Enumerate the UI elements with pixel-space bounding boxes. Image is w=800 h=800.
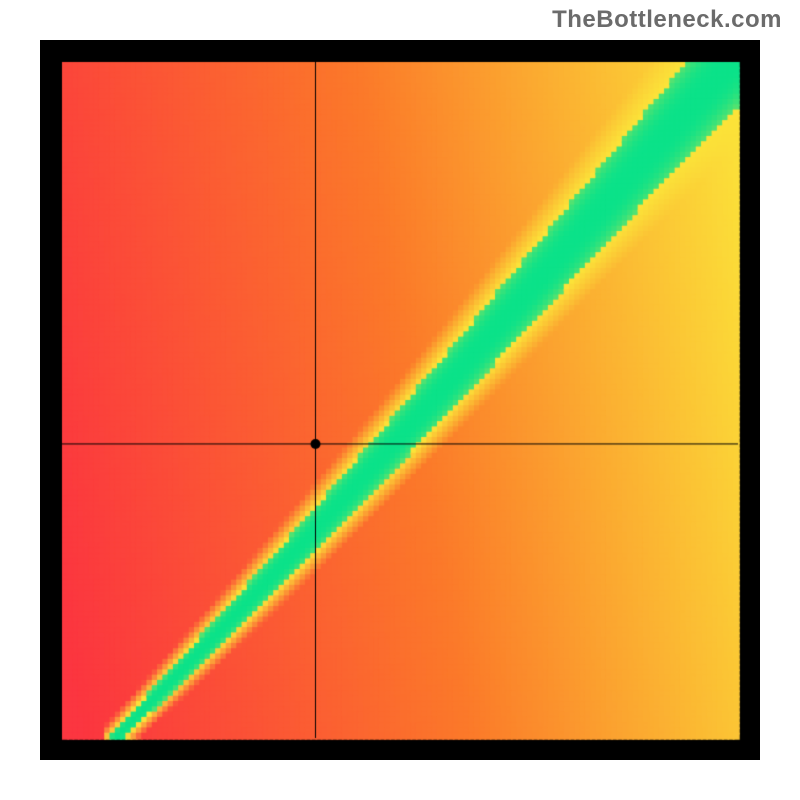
plot-frame (40, 40, 760, 760)
chart-container: TheBottleneck.com (0, 0, 800, 800)
heatmap-canvas (40, 40, 760, 760)
watermark-text: TheBottleneck.com (552, 6, 782, 34)
